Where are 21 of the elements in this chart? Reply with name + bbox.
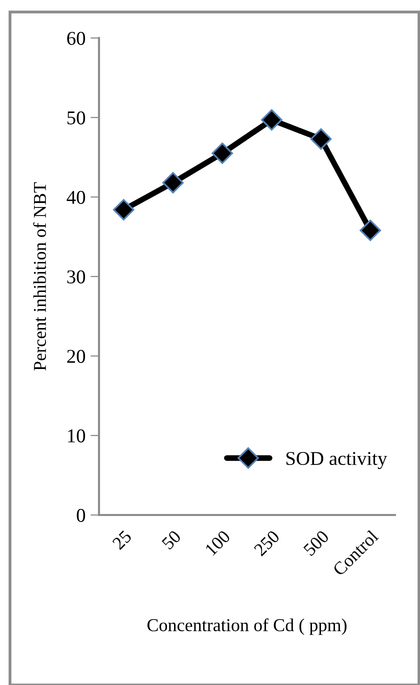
y-axis-title: Percent inhibition of NBT [33,182,46,371]
y-tick-label: 40 [66,190,86,204]
y-tick-label: 0 [76,508,86,522]
x-axis-title: Concentration of Cd ( ppm) [147,618,346,635]
point [162,172,184,194]
y-tick-label: 50 [67,111,86,124]
point [360,220,381,242]
x-tick-label: 50 [161,530,182,550]
legend-label: SOD activity [286,452,388,470]
y-tick-label: 30 [67,270,86,284]
y-tick-label: 20 [67,350,86,363]
x-tick-label: 25 [112,530,132,550]
point [113,199,134,220]
y-tick-label: 60 [67,32,86,45]
x-tick-label: 100 [204,530,231,556]
x-tick-label: 250 [253,530,280,556]
point [261,109,282,131]
point [310,128,332,150]
y-tick-label: 10 [68,429,86,442]
point [212,142,233,164]
x-tick-label: 500 [302,530,330,556]
